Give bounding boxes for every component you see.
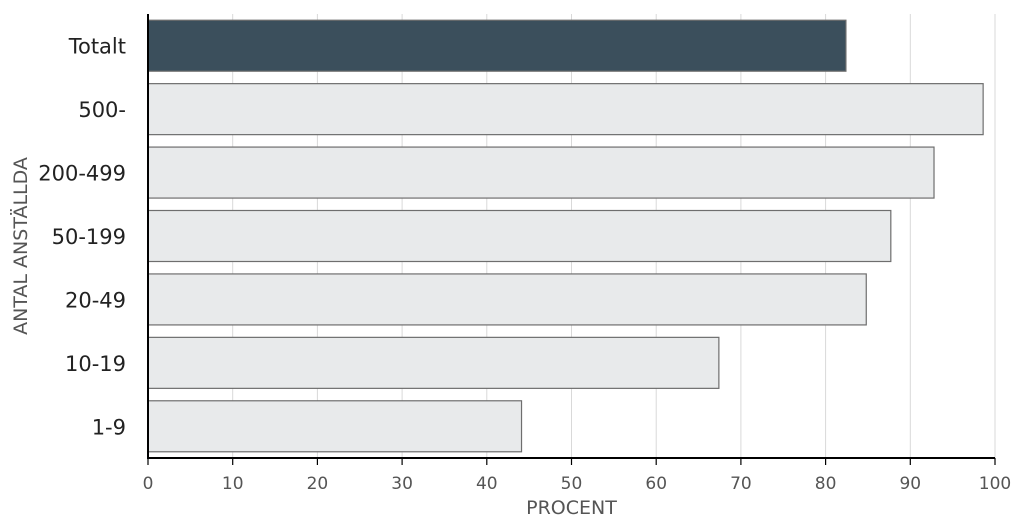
category-label: 20-49 — [65, 288, 126, 312]
category-label: 500- — [78, 98, 126, 122]
bar-50-199 — [147, 209, 892, 263]
bar-1-9 — [147, 400, 523, 453]
category-label: 1-9 — [92, 415, 126, 439]
y-axis-title: ANTAL ANSTÄLLDA — [9, 157, 32, 335]
x-tick-label: 30 — [391, 474, 413, 494]
bar-10-19 — [147, 336, 720, 389]
category-label: Totalt — [68, 35, 126, 59]
bar-200-499 — [147, 146, 935, 199]
x-axis-title: PROCENT — [526, 497, 617, 519]
x-tick-label: 100 — [979, 474, 1011, 494]
x-tick-label: 70 — [730, 474, 752, 494]
bar-500- — [147, 83, 984, 136]
axes — [147, 14, 996, 465]
category-labels: Totalt 500- 200-499 50-199 20-49 10-19 1-9 — [38, 35, 126, 440]
x-tick-label: 0 — [143, 474, 154, 494]
x-tick-label: 60 — [645, 474, 667, 494]
x-tick-label: 80 — [815, 474, 837, 494]
x-tick-labels: 0 10 20 30 40 50 60 70 80 90 100 — [143, 474, 1012, 494]
bar-20-49 — [147, 273, 867, 326]
x-tick-label: 40 — [476, 474, 498, 494]
bar-totalt — [147, 19, 847, 72]
x-tick-label: 10 — [222, 474, 244, 494]
category-label: 50-199 — [52, 225, 126, 249]
category-label: 10-19 — [65, 352, 126, 376]
x-tick-label: 90 — [899, 474, 921, 494]
category-label: 200-499 — [38, 162, 126, 186]
bars — [147, 19, 984, 453]
x-tick-label: 20 — [307, 474, 329, 494]
x-tick-label: 50 — [561, 474, 583, 494]
